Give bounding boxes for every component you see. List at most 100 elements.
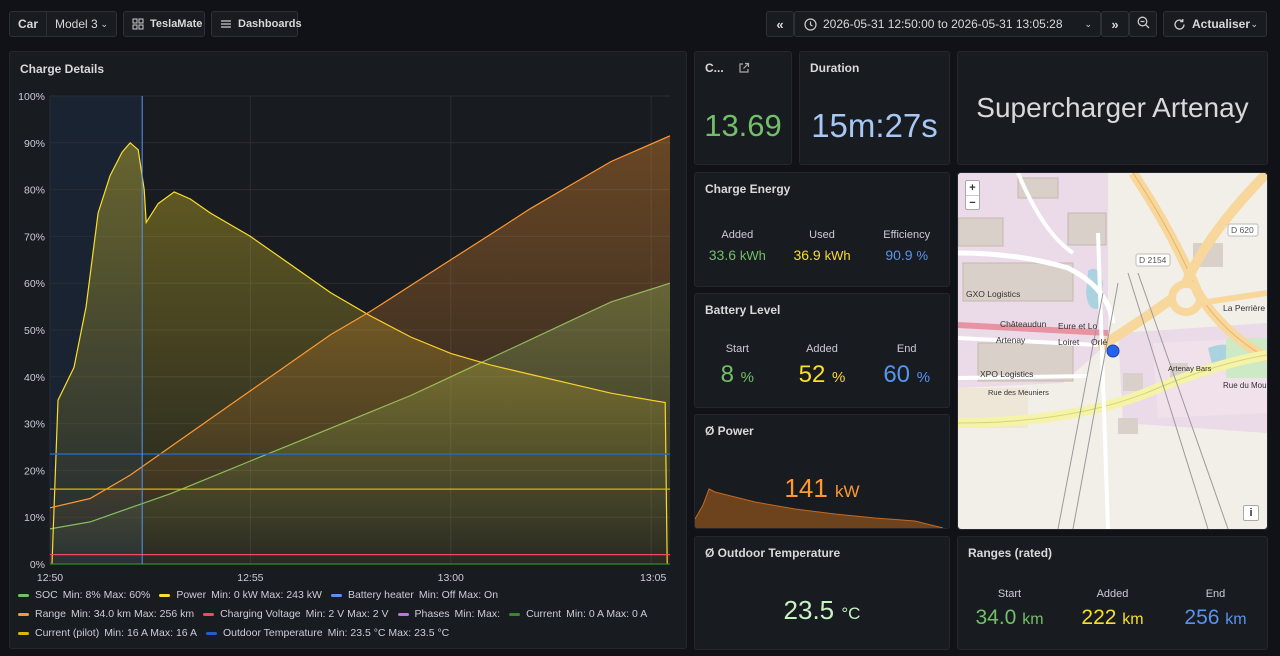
- teslamate-label: TeslaMate: [150, 18, 203, 30]
- top-bar: Car Model 3 ⌄ TeslaMate Dashboards « 202…: [0, 0, 1280, 48]
- location-marker-icon[interactable]: [1106, 344, 1120, 358]
- location-panel: Supercharger Artenay: [957, 51, 1268, 165]
- legend-item-battery-heater[interactable]: Battery heater Min: Off Max: On: [330, 589, 499, 601]
- battery-level-panel: Battery Level Start 8 % Added 52 % End 6…: [694, 293, 950, 408]
- clock-icon: [803, 17, 817, 31]
- avg-power-panel: Ø Power 141 kW: [694, 414, 950, 529]
- time-range-text: 2026-05-31 12:50:00 to 2026-05-31 13:05:…: [823, 17, 1063, 31]
- legend-name: Power: [176, 589, 207, 601]
- legend-stats: Min: Off Max: On: [418, 589, 499, 601]
- map-label-perriere: La Perrière: [1223, 303, 1265, 313]
- energy-added-unit: kWh: [739, 248, 766, 263]
- power-sparkline: [695, 488, 944, 528]
- outdoor-temp-value: 23.5: [783, 595, 835, 625]
- car-variable-select[interactable]: Car Model 3 ⌄: [9, 11, 117, 37]
- range-added-label: Added: [1096, 588, 1129, 600]
- legend-item-soc[interactable]: SOC Min: 8% Max: 60%: [18, 589, 150, 601]
- map-label-gxo: GXO Logistics: [966, 289, 1020, 299]
- charge-energy-panel: Charge Energy Added 33.6 kWh Used 36.9 k…: [694, 172, 950, 287]
- chevron-down-icon: ⌄: [100, 18, 108, 29]
- range-start-unit: km: [1022, 611, 1044, 628]
- legend-item-current[interactable]: Current Min: 0 A Max: 0 A: [509, 608, 647, 620]
- legend-stats: Min: 2 V Max: 2 V: [305, 608, 389, 620]
- range-end-value: 256: [1184, 606, 1220, 629]
- energy-used-value: 36.9: [793, 247, 821, 263]
- apps-grid-icon: [132, 17, 144, 31]
- time-shift-back-button[interactable]: «: [766, 11, 794, 37]
- battery-end-label: End: [896, 343, 917, 355]
- time-shift-forward-button[interactable]: »: [1101, 11, 1129, 37]
- legend-item-outdoor-temperature[interactable]: Outdoor Temperature Min: 23.5 °C Max: 23.…: [206, 627, 449, 639]
- legend-swatch: [18, 631, 29, 635]
- map-label-orle: Orlé: [1091, 337, 1107, 347]
- battery-start-unit: %: [740, 369, 755, 386]
- battery-level-values: Start 8 % Added 52 % End 60 %: [695, 343, 949, 389]
- legend-swatch: [509, 612, 521, 616]
- map-label-moulin: Rue du Moulin: [1223, 381, 1267, 390]
- legend-item-charging-voltage[interactable]: Charging Voltage Min: 2 V Max: 2 V: [203, 608, 389, 620]
- outdoor-temp-panel: Ø Outdoor Temperature 23.5 °C: [694, 536, 950, 650]
- battery-start-value: 8: [720, 361, 734, 388]
- zoom-out-time-button[interactable]: [1129, 11, 1157, 37]
- cost-panel: C... 13.69: [694, 51, 792, 165]
- location-name: Supercharger Artenay: [976, 92, 1249, 123]
- map-label-bars: Artenay Bars: [1168, 364, 1212, 373]
- map-label-loiret: Loiret: [1058, 337, 1080, 347]
- duration-value: 15m:27s: [811, 107, 938, 144]
- range-start-value: 34.0: [975, 606, 1017, 629]
- legend-item-power[interactable]: Power Min: 0 kW Max: 243 kW: [159, 589, 322, 601]
- external-link-icon[interactable]: [738, 61, 750, 79]
- map-label-artenay: Artenay: [996, 335, 1026, 345]
- legend-swatch: [397, 612, 409, 616]
- charge-energy-title: Charge Energy: [705, 182, 791, 196]
- outdoor-temp-unit: °C: [841, 604, 861, 623]
- legend-swatch: [18, 593, 29, 597]
- map-label-chateaudun: Châteaudun: [1000, 319, 1047, 329]
- legend-stats: Min: 0 A Max: 0 A: [566, 608, 648, 620]
- legend-row-3: Current (pilot) Min: 16 A Max: 16 A Outdo…: [18, 627, 458, 639]
- avg-power-stat: 141 kW: [695, 473, 949, 504]
- car-variable-label: Car: [18, 17, 39, 31]
- legend-name: Current (pilot): [35, 627, 100, 639]
- legend-item-phases[interactable]: Phases Min: Max:: [397, 608, 500, 620]
- legend-swatch: [206, 631, 217, 635]
- legend-swatch: [330, 593, 342, 597]
- ranges-values: Start 34.0 km Added 222 km End 256 km: [958, 588, 1267, 630]
- avg-power-title: Ø Power: [705, 424, 754, 438]
- map-label-xpo: XPO Logistics: [980, 369, 1033, 379]
- map-label-meuniers: Rue des Meuniers: [988, 388, 1049, 397]
- map-zoom-out-button[interactable]: −: [969, 197, 976, 209]
- legend-name: Phases: [414, 608, 450, 620]
- legend-stats: Min: 16 A Max: 16 A: [104, 627, 197, 639]
- charge-energy-values: Added 33.6 kWh Used 36.9 kWh Efficiency …: [695, 229, 949, 263]
- battery-end-value: 60: [883, 361, 911, 388]
- legend-row-1: SOC Min: 8% Max: 60% Power Min: 0 kW Max: …: [18, 589, 507, 601]
- avg-power-unit: kW: [835, 482, 860, 501]
- efficiency-unit: %: [916, 248, 929, 263]
- duration-title: Duration: [810, 61, 860, 75]
- double-chevron-right-icon: »: [1111, 16, 1119, 32]
- range-added-value: 222: [1081, 606, 1117, 629]
- battery-added-value: 52: [798, 361, 826, 388]
- zoom-out-icon: [1137, 16, 1150, 32]
- dashboards-link-button[interactable]: Dashboards: [211, 11, 302, 37]
- refresh-button[interactable]: Actualiser ⌄: [1163, 11, 1267, 37]
- legend-swatch: [18, 612, 29, 616]
- legend-item-range[interactable]: Range Min: 34.0 km Max: 256 km: [18, 608, 194, 620]
- battery-level-title: Battery Level: [705, 303, 781, 317]
- energy-added-value: 33.6: [708, 247, 737, 263]
- outdoor-temp-title: Ø Outdoor Temperature: [705, 546, 841, 560]
- ranges-title: Ranges (rated): [968, 546, 1053, 560]
- map-info-button[interactable]: i: [1243, 505, 1259, 521]
- map-zoom-in-button[interactable]: +: [966, 181, 979, 196]
- range-end-label: End: [1205, 588, 1226, 600]
- menu-bars-icon: [220, 17, 232, 31]
- time-range-picker[interactable]: 2026-05-31 12:50:00 to 2026-05-31 13:05:…: [794, 11, 1101, 37]
- legend-stats: Min: 8% Max: 60%: [62, 589, 151, 601]
- location-map[interactable]: D 2154 D 620 GXO Logistics XPO Logistics…: [958, 173, 1267, 529]
- legend-item-current-pilot[interactable]: Current (pilot) Min: 16 A Max: 16 A: [18, 627, 197, 639]
- battery-added-unit: %: [832, 369, 846, 386]
- range-added-unit: km: [1122, 611, 1144, 628]
- energy-used-unit: kWh: [824, 248, 851, 263]
- teslamate-link-button[interactable]: TeslaMate: [123, 11, 205, 37]
